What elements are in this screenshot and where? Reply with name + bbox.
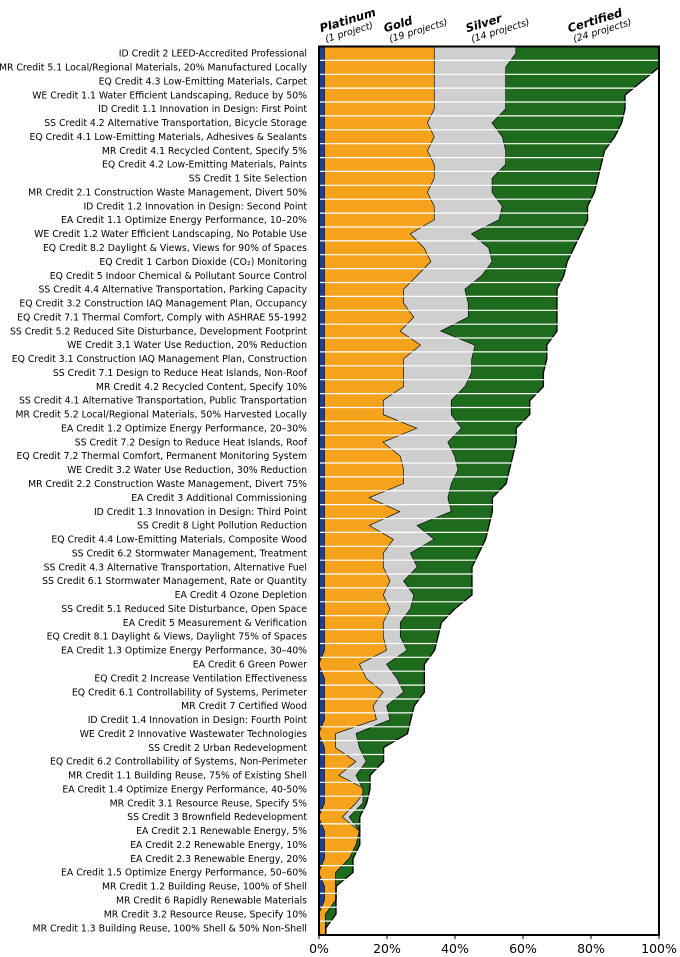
x-axis-ticks: 0% 20% 40% 60% 80% 100% xyxy=(309,935,677,956)
category-label: EQ Credit 8.2 Daylight & Views, Views fo… xyxy=(43,243,307,254)
plot-frame xyxy=(318,45,660,936)
x-tick-label: 40% xyxy=(441,941,469,956)
category-label: EQ Credit 4.3 Low-Emitting Materials, Ca… xyxy=(99,76,308,87)
category-label: ID Credit 1.1 Innovation in Design: Firs… xyxy=(98,104,307,115)
category-label: MR Credit 2.2 Construction Waste Managem… xyxy=(28,479,307,490)
category-label: EQ Credit 4.2 Low-Emitting Materials, Pa… xyxy=(102,160,307,171)
category-label: SS Credit 4.4 Alternative Transportation… xyxy=(39,285,308,296)
category-label: MR Credit 4.1 Recycled Content, Specify … xyxy=(102,146,307,157)
category-label: EQ Credit 8.1 Daylight & Views, Daylight… xyxy=(47,632,308,643)
category-label: SS Credit 7.1 Design to Reduce Heat Isla… xyxy=(53,368,308,379)
category-label: EA Credit 2.3 Renewable Energy, 20% xyxy=(130,854,307,865)
category-label: SS Credit 2 Urban Redevelopment xyxy=(148,743,307,754)
category-label: SS Credit 3 Brownfield Redevelopment xyxy=(127,812,307,823)
category-label: EA Credit 2.2 Renewable Energy, 10% xyxy=(130,840,307,851)
category-label: ID Credit 1.4 Innovation in Design: Four… xyxy=(88,715,308,726)
category-label: MR Credit 7 Certified Wood xyxy=(181,701,307,712)
category-label: SS Credit 6.2 Stormwater Management, Tre… xyxy=(72,548,308,559)
category-label: MR Credit 4.2 Recycled Content, Specify … xyxy=(96,382,307,393)
category-label: EA Credit 1.4 Optimize Energy Performanc… xyxy=(62,784,307,795)
category-label: MR Credit 1.3 Building Reuse, 100% Shell… xyxy=(33,923,307,934)
legend: Platinum(1 project) Gold(19 projects) Silv… xyxy=(318,5,633,46)
category-label: MR Credit 1.1 Building Reuse, 75% of Exi… xyxy=(68,771,307,782)
category-label: EA Credit 2.1 Renewable Energy, 5% xyxy=(136,826,307,837)
category-label: EQ Credit 6.2 Controllability of Systems… xyxy=(50,757,307,768)
category-label: EQ Credit 7.2 Thermal Comfort, Permanent… xyxy=(17,451,307,462)
category-label: EA Credit 4 Ozone Depletion xyxy=(175,590,307,601)
category-label: SS Credit 1 Site Selection xyxy=(189,174,307,185)
category-label: SS Credit 4.1 Alternative Transportation… xyxy=(19,396,307,407)
category-label: MR Credit 3.2 Resource Reuse, Specify 10… xyxy=(104,909,307,920)
x-tick-label: 0% xyxy=(309,941,329,956)
category-label: EQ Credit 6.1 Controllability of Systems… xyxy=(72,687,307,698)
category-label: SS Credit 4.3 Alternative Transportation… xyxy=(44,562,307,573)
x-tick-label: 80% xyxy=(577,941,605,956)
category-label: MR Credit 5.2 Local/Regional Materials, … xyxy=(16,410,308,421)
category-label: MR Credit 2.1 Construction Waste Managem… xyxy=(28,188,307,199)
x-tick-label: 100% xyxy=(641,941,677,956)
category-label: SS Credit 6.1 Stormwater Management, Rat… xyxy=(42,576,307,587)
legend-item-certified: Certified(24 projects) xyxy=(566,5,633,45)
category-label: ID Credit 1.3 Innovation in Design: Thir… xyxy=(94,507,307,518)
category-label: EA Credit 5 Measurement & Verification xyxy=(123,618,307,629)
category-label: ID Credit 1.2 Innovation in Design: Seco… xyxy=(83,201,307,212)
category-label: MR Credit 1.2 Building Reuse, 100% of Sh… xyxy=(102,882,307,893)
legend-item-gold: Gold(19 projects) xyxy=(382,13,449,45)
category-label: EQ Credit 4.4 Low-Emitting Materials, Co… xyxy=(51,535,307,546)
category-label: EQ Credit 4.1 Low-Emitting Materials, Ad… xyxy=(30,132,308,143)
category-label: EQ Credit 2 Increase Ventilation Effecti… xyxy=(94,673,307,684)
x-tick-label: 20% xyxy=(373,941,401,956)
category-label: WE Credit 2 Innovative Wastewater Techno… xyxy=(80,729,307,740)
category-label: EQ Credit 7.1 Thermal Comfort, Comply wi… xyxy=(17,312,307,323)
category-label: SS Credit 5.1 Reduced Site Disturbance, … xyxy=(61,604,307,615)
category-label: EQ Credit 3.2 Construction IAQ Managemen… xyxy=(19,299,307,310)
category-label: SS Credit 4.2 Alternative Transportation… xyxy=(44,118,307,129)
category-label: SS Credit 8 Light Pollution Reduction xyxy=(137,521,307,532)
category-label: SS Credit 7.2 Design to Reduce Heat Isla… xyxy=(75,437,308,448)
category-label: ID Credit 2 LEED-Accredited Professional xyxy=(119,49,307,60)
category-label: WE Credit 3.2 Water Use Reduction, 30% R… xyxy=(67,465,307,476)
category-label: EA Credit 3 Additional Commissioning xyxy=(131,493,307,504)
category-label: SS Credit 5.2 Reduced Site Disturbance, … xyxy=(10,326,307,337)
category-label: EA Credit 1.2 Optimize Energy Performanc… xyxy=(61,424,307,435)
legend-item-silver: Silver(14 projects) xyxy=(464,11,531,46)
category-label: WE Credit 1.1 Water Efficient Landscapin… xyxy=(32,90,307,101)
category-label: MR Credit 6 Rapidly Renewable Materials xyxy=(116,896,307,907)
category-label: MR Credit 3.1 Resource Reuse, Specify 5% xyxy=(110,798,308,809)
category-labels: ID Credit 2 LEED-Accredited Professional… xyxy=(0,49,308,935)
category-label: EQ Credit 5 Indoor Chemical & Pollutant … xyxy=(50,271,307,282)
category-label: EQ Credit 1 Carbon Dioxide (CO₂) Monitor… xyxy=(99,257,307,268)
legend-item-platinum: Platinum(1 project) xyxy=(318,5,378,45)
category-label: EA Credit 1.1 Optimize Energy Performanc… xyxy=(61,215,307,226)
category-label: WE Credit 3.1 Water Use Reduction, 20% R… xyxy=(67,340,307,351)
x-tick-label: 60% xyxy=(509,941,537,956)
row-separators xyxy=(319,59,659,922)
category-label: EA Credit 1.5 Optimize Energy Performanc… xyxy=(61,868,307,879)
category-label: MR Credit 5.1 Local/Regional Materials, … xyxy=(0,63,307,74)
category-label: EA Credit 6 Green Power xyxy=(193,660,307,671)
category-label: WE Credit 1.2 Water Efficient Landscapin… xyxy=(34,229,307,240)
category-label: EQ Credit 3.1 Construction IAQ Managemen… xyxy=(12,354,307,365)
category-label: EA Credit 1.3 Optimize Energy Performanc… xyxy=(61,646,307,657)
